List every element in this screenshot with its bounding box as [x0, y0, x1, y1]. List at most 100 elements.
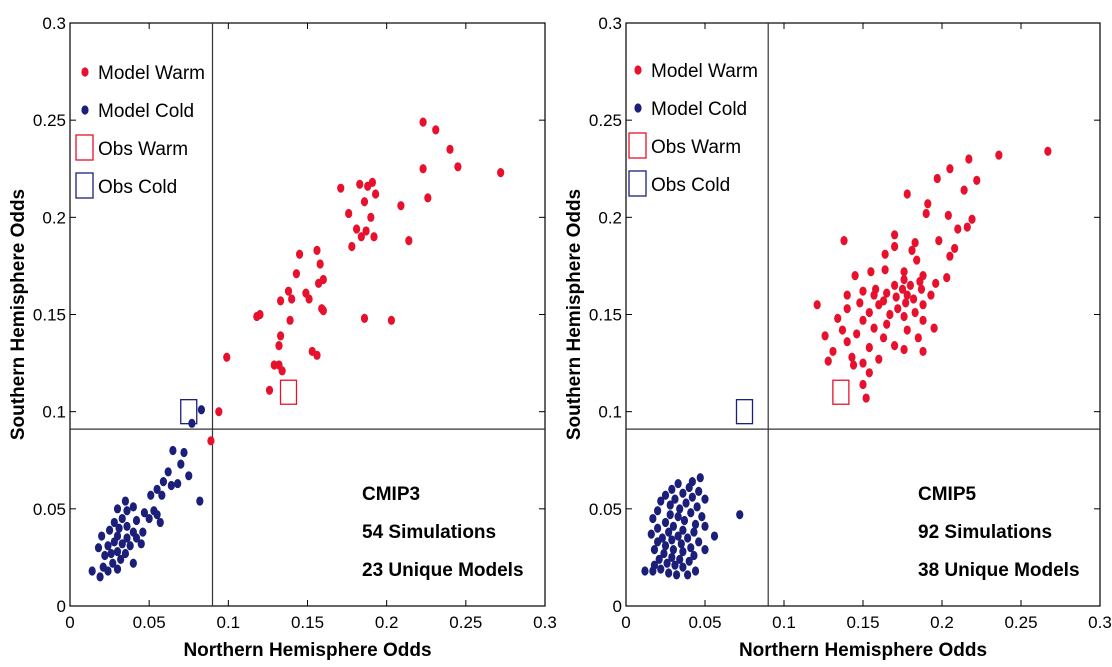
x-tick-label: 0.15: [291, 613, 324, 632]
data-point: [454, 162, 462, 172]
data-point: [677, 539, 685, 549]
data-point: [657, 496, 665, 506]
legend-marker-square: [628, 132, 647, 159]
data-point: [668, 552, 676, 563]
data-point: [661, 490, 670, 500]
data-point: [813, 300, 821, 310]
data-point: [265, 385, 274, 395]
x-tick-label: 0.05: [688, 613, 721, 632]
data-point: [696, 473, 704, 483]
data-point: [909, 294, 918, 304]
data-point: [933, 173, 941, 184]
chart-panel-cmip5: 0 0.05 0.1 0.15 0.2 0.25 0.3 0 0.05 0.1 0.15 0.2 0.2…: [564, 14, 1112, 661]
y-tick-label: 0.3: [598, 14, 622, 33]
data-point: [883, 319, 891, 329]
data-point: [669, 521, 678, 531]
data-point: [197, 405, 206, 415]
data-point: [695, 486, 703, 496]
series-model-cold: [88, 405, 206, 582]
annotation-line: 23 Unique Models: [362, 560, 524, 581]
data-point: [867, 267, 875, 277]
data-point: [276, 331, 285, 341]
data-point: [691, 519, 700, 529]
legend-marker-square: [628, 170, 647, 197]
data-point: [693, 502, 701, 512]
data-point: [215, 407, 223, 417]
data-point: [701, 545, 709, 555]
data-point: [655, 554, 663, 564]
data-point: [94, 543, 103, 553]
data-point: [954, 224, 962, 234]
data-point: [497, 168, 505, 178]
data-point: [946, 164, 954, 174]
data-point: [101, 550, 109, 561]
data-point: [654, 523, 662, 533]
data-point: [666, 500, 674, 510]
data-point: [680, 515, 689, 526]
data-point: [859, 358, 867, 368]
data-point: [951, 243, 959, 254]
data-point: [879, 333, 888, 343]
data-point: [169, 445, 177, 456]
data-point: [684, 533, 692, 543]
data-point: [356, 179, 364, 189]
data-point: [679, 525, 687, 535]
legend-entry: Obs Warm: [98, 139, 188, 160]
data-point: [924, 199, 932, 209]
y-tick-label: 0.1: [42, 403, 66, 422]
data-point: [368, 177, 377, 187]
data-point: [145, 513, 153, 524]
data-point: [913, 255, 921, 265]
data-point: [275, 340, 283, 351]
data-point: [123, 533, 131, 543]
data-point: [859, 315, 867, 325]
data-point: [849, 360, 858, 370]
series-model-cold: [641, 473, 744, 580]
data-point: [177, 459, 185, 469]
y-tick-label: 0.25: [589, 111, 622, 130]
data-point: [919, 300, 927, 310]
data-point: [118, 539, 126, 549]
data-point: [919, 315, 927, 325]
legend-marker-dot: [81, 67, 89, 77]
data-point: [123, 506, 131, 516]
series-obs-cold: [180, 399, 198, 425]
data-point: [851, 271, 859, 281]
data-point: [916, 276, 924, 287]
x-tick-label: 0: [65, 613, 74, 632]
y-axis-label: Southern Hemisphere Odds: [564, 189, 585, 440]
data-point: [117, 554, 125, 564]
data-point: [647, 529, 655, 539]
data-point: [123, 521, 131, 531]
data-point: [930, 323, 938, 333]
y-tick-label: 0.1: [598, 403, 622, 422]
data-point: [367, 212, 375, 222]
data-point: [98, 531, 106, 541]
data-point: [865, 368, 873, 378]
data-point: [313, 245, 321, 255]
data-point: [278, 366, 286, 376]
x-tick-label: 0.25: [449, 613, 482, 632]
data-point: [167, 480, 175, 491]
data-point: [672, 570, 681, 580]
data-point: [129, 502, 137, 512]
data-point: [848, 352, 856, 362]
data-point: [121, 548, 130, 559]
annotation-block: CMIP5 92 Simulations 38 Unique Models: [918, 484, 1080, 581]
data-point: [319, 274, 327, 285]
data-point: [684, 570, 692, 580]
data-point: [665, 527, 673, 537]
data-point: [207, 436, 215, 446]
legend-entry: Model Cold: [651, 99, 747, 120]
data-point: [698, 512, 706, 522]
data-point: [900, 274, 908, 285]
data-point: [674, 512, 682, 522]
data-point: [891, 340, 899, 351]
data-point: [911, 237, 919, 248]
data-point: [256, 309, 264, 320]
data-point: [113, 564, 122, 574]
legend-marker-dot: [81, 105, 89, 115]
y-tick-label: 0.2: [42, 208, 66, 227]
x-tick-label: 0.05: [133, 613, 166, 632]
